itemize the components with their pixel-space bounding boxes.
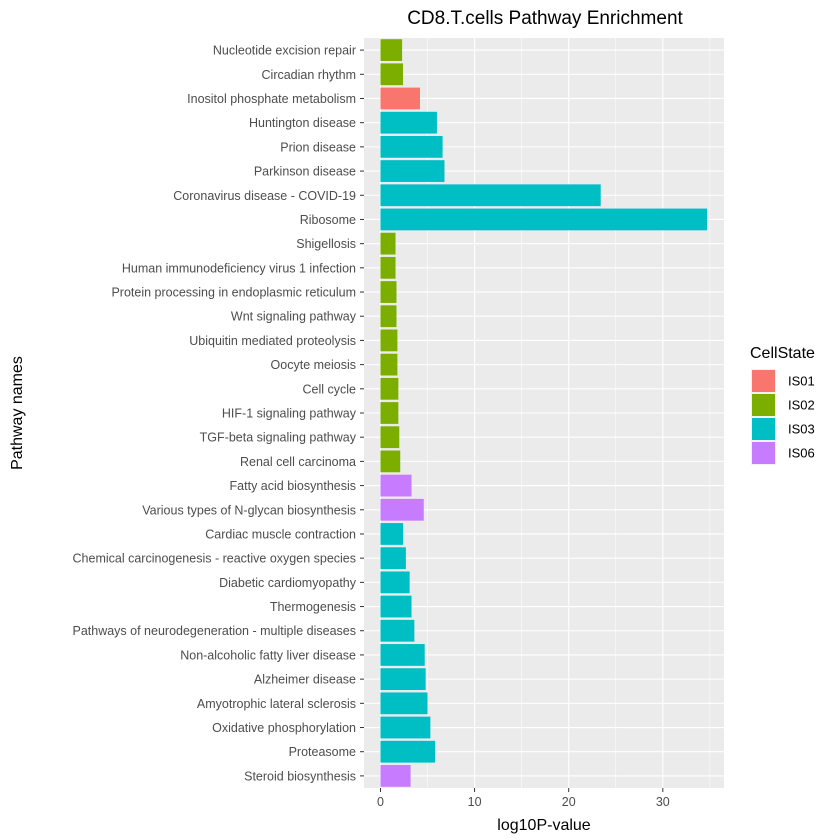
legend-title: CellState — [750, 345, 815, 362]
y-tick-label: Ubiquitin mediated proteolysis — [189, 334, 356, 348]
y-tick-label: Inositol phosphate metabolism — [187, 92, 356, 106]
bar — [380, 619, 415, 642]
x-tick-label: 0 — [377, 795, 384, 809]
y-tick-label: Thermogenesis — [270, 600, 356, 614]
y-tick-label: Human immunodeficiency virus 1 infection — [122, 261, 356, 275]
bar — [380, 160, 445, 182]
bar — [380, 426, 400, 449]
y-tick-label: Proteasome — [289, 745, 356, 759]
chart-title: CD8.T.cells Pathway Enrichment — [407, 8, 683, 29]
y-tick-label: TGF-beta signaling pathway — [200, 431, 357, 445]
x-tick-label: 30 — [656, 795, 670, 809]
y-tick-label: Cardiac muscle contraction — [205, 527, 356, 541]
bar — [380, 184, 601, 207]
y-tick-label: Circadian rhythm — [262, 68, 356, 82]
bar — [380, 765, 411, 787]
y-tick-label: Coronavirus disease - COVID-19 — [173, 189, 356, 203]
y-tick-label: Protein processing in endoplasmic reticu… — [111, 286, 356, 300]
y-tick-label: Prion disease — [280, 140, 356, 154]
bar — [380, 523, 404, 545]
bar — [380, 402, 399, 424]
bar — [380, 571, 410, 594]
y-tick-label: Diabetic cardiomyopathy — [219, 576, 357, 590]
x-axis: 0 10 20 30 — [377, 788, 670, 809]
y-axis-title: Pathway names — [9, 356, 26, 470]
legend-swatch — [752, 418, 775, 440]
bar — [380, 208, 708, 231]
y-tick-label: Shigellosis — [296, 237, 356, 251]
bar — [380, 329, 398, 352]
legend-swatch — [752, 442, 775, 464]
y-tick-label: Ribosome — [300, 213, 356, 227]
x-tick-label: 10 — [468, 795, 482, 809]
bar — [380, 63, 404, 86]
bar — [380, 498, 424, 521]
bar — [380, 281, 397, 303]
y-tick-label: Fatty acid biosynthesis — [230, 479, 356, 493]
bar — [380, 377, 399, 400]
y-tick-label: Nucleotide excision repair — [213, 44, 356, 58]
legend-label: IS02 — [788, 398, 815, 413]
bar — [380, 450, 401, 473]
x-tick-label: 20 — [562, 795, 576, 809]
legend-label: IS03 — [788, 422, 815, 437]
legend-label: IS06 — [788, 446, 815, 461]
bar — [380, 547, 406, 570]
bar — [380, 692, 428, 715]
y-tick-label: Oxidative phosphorylation — [212, 721, 356, 735]
y-tick-label: Chemical carcinogenesis - reactive oxyge… — [73, 552, 356, 566]
y-tick-label: Wnt signaling pathway — [231, 310, 357, 324]
bar — [380, 474, 412, 497]
bar — [380, 111, 437, 134]
legend-label: IS01 — [788, 374, 815, 389]
legend: CellState IS01 IS02 IS03 IS06 — [750, 345, 815, 465]
y-tick-label: Alzheimer disease — [254, 673, 356, 687]
bar — [380, 39, 403, 61]
x-axis-title: log10P-value — [497, 817, 591, 834]
y-tick-label: Oocyte meiosis — [271, 358, 356, 372]
bar — [380, 353, 398, 376]
bar — [380, 716, 431, 739]
bar — [380, 256, 396, 279]
y-tick-label: Parkinson disease — [254, 165, 356, 179]
y-tick-label: HIF-1 signaling pathway — [222, 407, 357, 421]
legend-swatch — [752, 394, 775, 416]
bar — [380, 644, 425, 666]
bars-group — [380, 39, 708, 787]
bar — [380, 87, 420, 110]
bar — [380, 595, 412, 618]
bar — [380, 740, 436, 763]
bar — [380, 135, 443, 158]
grid-lines — [364, 38, 724, 788]
y-tick-label: Amyotrophic lateral sclerosis — [197, 697, 356, 711]
y-tick-label: Pathways of neurodegeneration - multiple… — [72, 624, 356, 638]
bar — [380, 668, 426, 691]
legend-swatch — [752, 370, 775, 392]
y-tick-label: Huntington disease — [249, 116, 356, 130]
y-tick-label: Steroid biosynthesis — [244, 769, 356, 783]
y-tick-label: Cell cycle — [303, 382, 357, 396]
y-tick-label: Renal cell carcinoma — [240, 455, 356, 469]
y-tick-label: Various types of N-glycan biosynthesis — [142, 503, 356, 517]
y-tick-labels: Nucleotide excision repair Circadian rhyt… — [72, 44, 364, 783]
y-tick-label: Non-alcoholic fatty liver disease — [180, 648, 356, 662]
bar — [380, 305, 397, 328]
bar — [380, 232, 396, 255]
